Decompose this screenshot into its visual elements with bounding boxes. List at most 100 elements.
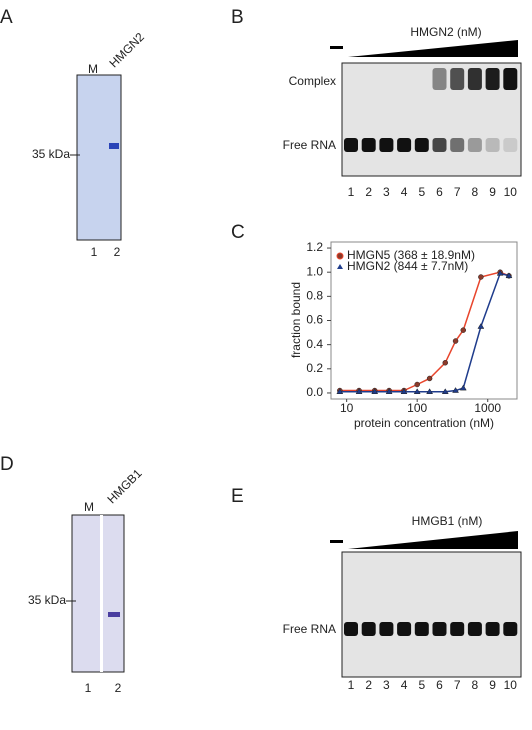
lane-label: 8	[472, 678, 479, 692]
band	[485, 68, 500, 90]
protein-label: HMGB1	[104, 466, 144, 506]
x-tick-label: 100	[407, 401, 427, 415]
band	[432, 138, 447, 152]
panel-letter: C	[231, 222, 245, 243]
point	[477, 323, 485, 329]
marker-label: M	[88, 62, 98, 76]
y-tick-label: 0.0	[306, 385, 323, 399]
lane-label: 1	[85, 681, 92, 695]
minus	[330, 46, 343, 49]
lane-label: 1	[91, 245, 98, 259]
y-tick-label: 1.2	[306, 240, 323, 254]
splice	[100, 515, 103, 672]
band	[361, 138, 376, 152]
fit-line	[339, 272, 510, 393]
band	[109, 143, 119, 149]
point	[442, 360, 449, 366]
lane-label: 4	[401, 678, 408, 692]
legend-marker	[337, 264, 343, 269]
band	[467, 68, 482, 90]
y-tick-label: 0.6	[306, 313, 323, 327]
band	[503, 68, 518, 90]
gel	[341, 551, 522, 678]
marker-label: M	[84, 500, 94, 514]
size-marker: 35 kDa	[28, 593, 66, 607]
band	[361, 622, 376, 636]
lane-label: 5	[418, 185, 425, 199]
lane-label: 9	[489, 678, 496, 692]
band	[108, 612, 120, 617]
lane-label: 6	[436, 678, 443, 692]
lane-label: 10	[504, 678, 518, 692]
panel-letter: D	[0, 454, 14, 475]
gel	[71, 514, 125, 673]
point	[336, 388, 344, 395]
point	[505, 272, 513, 279]
band	[344, 138, 358, 152]
lane-label: 1	[348, 678, 355, 692]
band	[397, 138, 412, 152]
point	[459, 384, 467, 391]
band-label: Free RNA	[283, 622, 336, 636]
wedge	[348, 531, 518, 549]
gel	[76, 74, 122, 241]
band	[397, 622, 412, 636]
point	[441, 388, 449, 395]
point	[371, 388, 379, 395]
lane-label: 10	[504, 185, 518, 199]
point	[496, 269, 504, 276]
band	[485, 138, 500, 152]
lane-label: 9	[489, 185, 496, 199]
titration-label: HMGN2 (nM)	[410, 25, 481, 39]
legend-marker	[336, 252, 344, 260]
lane-label: 2	[114, 245, 121, 259]
lane-label: 2	[115, 681, 122, 695]
point	[385, 388, 393, 395]
x-tick-label: 1000	[474, 401, 501, 415]
lane-label: 3	[383, 185, 390, 199]
band	[485, 622, 500, 636]
band	[414, 622, 429, 636]
y-tick-label: 0.8	[306, 289, 323, 303]
lane-label: 6	[436, 185, 443, 199]
band	[379, 622, 394, 636]
band	[450, 622, 465, 636]
band	[432, 622, 447, 636]
lane-label: 7	[454, 678, 461, 692]
x-axis-label: protein concentration (nM)	[354, 416, 494, 430]
panel-letter: A	[0, 7, 13, 28]
y-tick-label: 0.2	[306, 361, 323, 375]
band	[379, 138, 394, 152]
band	[503, 622, 518, 636]
protein-label: HMGN2	[106, 30, 147, 71]
point	[355, 388, 363, 395]
wedge	[348, 40, 518, 57]
point	[413, 388, 421, 395]
lane-label: 3	[383, 678, 390, 692]
fit-line	[339, 271, 510, 392]
point	[400, 388, 408, 395]
y-axis-label: fraction bound	[289, 282, 303, 358]
point	[460, 327, 467, 333]
point	[478, 274, 484, 280]
legend-label: HMGN5 (368 ± 18.9nM)	[347, 248, 475, 262]
lane-label: 1	[348, 185, 355, 199]
band	[450, 68, 465, 90]
minus	[330, 540, 343, 543]
lane-label: 5	[418, 678, 425, 692]
band	[450, 138, 465, 152]
point	[426, 388, 434, 395]
lane-label: 2	[365, 678, 372, 692]
lane-label: 2	[365, 185, 372, 199]
band-label: Complex	[289, 74, 336, 88]
band	[503, 138, 518, 152]
panel-letter: E	[231, 486, 244, 507]
point	[452, 338, 459, 344]
band	[344, 622, 358, 636]
size-marker: 35 kDa	[32, 147, 70, 161]
titration-label: HMGB1 (nM)	[412, 514, 483, 528]
x-tick-label: 10	[340, 401, 354, 415]
point	[426, 375, 433, 382]
band	[414, 138, 429, 152]
